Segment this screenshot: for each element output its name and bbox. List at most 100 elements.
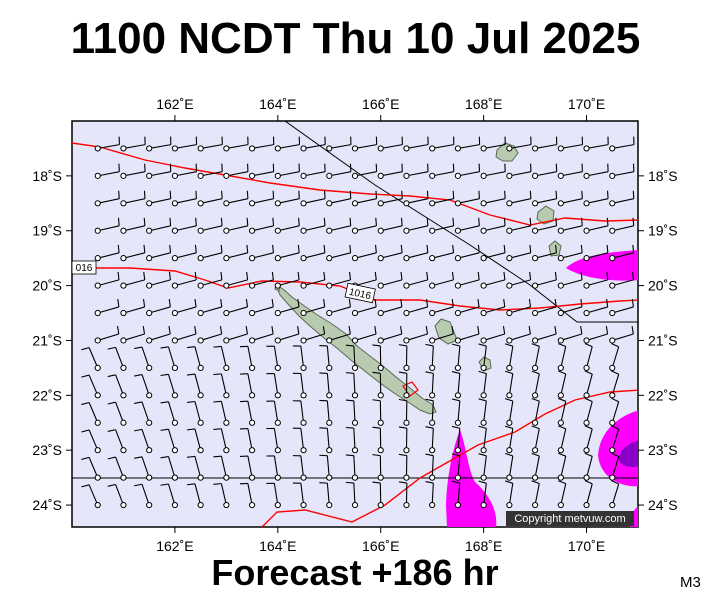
wind-barb [239,428,256,454]
wind-barb [160,456,179,481]
lat-label-left: 24˚S [32,497,62,513]
wind-barb [557,190,583,207]
wind-barb [372,371,384,399]
wind-barb [398,371,410,399]
wind-barb [300,163,326,179]
wind-barb [454,136,481,152]
wind-barb [94,190,120,207]
wind-barb [239,400,256,426]
wind-barb [319,399,333,426]
lat-label-left: 23˚S [32,442,62,458]
wind-barb [81,374,101,399]
svg-text:016: 016 [76,263,93,274]
wind-barb [213,400,230,426]
wind-barb [425,426,436,454]
wind-barb [171,136,198,152]
wind-barb [94,136,120,152]
wind-barb [213,455,230,481]
wind-barb [197,190,223,207]
wind-barb [81,456,101,481]
wind-barb [81,347,101,371]
wind-barb [398,344,410,371]
wind-barb [454,298,480,317]
lon-label-top: 162˚E [156,96,193,112]
wind-barb [274,326,300,344]
lon-label-top: 170˚E [568,96,605,112]
lat-label-right: 18˚S [648,168,678,184]
wind-barb [557,271,583,289]
wind-barb [81,401,101,426]
wind-barb [506,326,531,344]
wind-barb [223,271,249,289]
wind-barbs [81,136,635,509]
wind-barb [326,217,352,234]
wind-barb [351,136,378,152]
wind-barb [300,326,326,344]
wind-barb [583,271,609,289]
wind-barb [403,217,429,234]
wind-barb [213,373,230,399]
wind-barb [266,345,281,371]
wind-barb [454,163,481,179]
wind-barb [557,370,567,399]
wind-barb [425,453,436,481]
wind-barb [248,217,275,234]
wind-barb [186,346,204,371]
wind-barb [480,298,506,317]
wind-barb [609,298,634,317]
wind-barb [146,298,171,317]
wind-barb [81,484,101,509]
wind-barb [300,136,326,152]
wind-barb [345,344,359,371]
wind-barb [398,481,410,509]
wind-barb [239,373,256,399]
lat-label-right: 22˚S [648,387,678,403]
wind-barb [531,326,557,344]
wind-barb [583,370,593,399]
wind-barb [531,370,540,399]
lon-label-bottom: 166˚E [362,538,399,554]
wind-barb [266,400,281,426]
wind-barb [425,480,436,509]
lat-label-left: 19˚S [32,223,62,239]
wind-barb [506,190,532,207]
wind-barb [583,326,609,344]
wind-barb [146,217,172,234]
wind-barb [429,244,455,262]
wind-barb [274,136,301,152]
wind-barb [197,326,223,344]
wind-barb [248,136,275,152]
wind-barb [171,217,197,234]
wind-barb [326,326,351,344]
isobar-label-016: 016 [72,260,97,275]
wind-barb [531,452,540,481]
wind-barb [94,271,120,289]
lat-label-right: 19˚S [648,223,678,239]
wind-barb [300,217,326,234]
wind-barb [146,326,171,344]
wind-barb [454,326,480,344]
wind-barb [213,345,230,371]
wind-barb [429,136,455,152]
wind-barb [429,217,455,234]
wind-barb [480,163,506,179]
isobar-north [72,142,638,226]
wind-barb [609,217,635,234]
wind-barb [248,326,274,344]
wind-barb [248,271,274,289]
wind-barb [223,326,248,344]
wind-barb [377,244,403,262]
wind-barb [557,425,567,454]
wind-barb [531,163,558,179]
wind-barb [197,244,223,262]
wind-barb [274,244,300,262]
wind-barb [134,401,153,426]
isobar-south [261,389,638,527]
wind-barb [583,136,609,152]
wind-barb [134,428,153,454]
map-frame [71,120,639,528]
wind-barb [326,298,351,317]
wind-barb [506,244,532,262]
wind-barb [531,343,540,371]
wind-barb [345,426,359,454]
